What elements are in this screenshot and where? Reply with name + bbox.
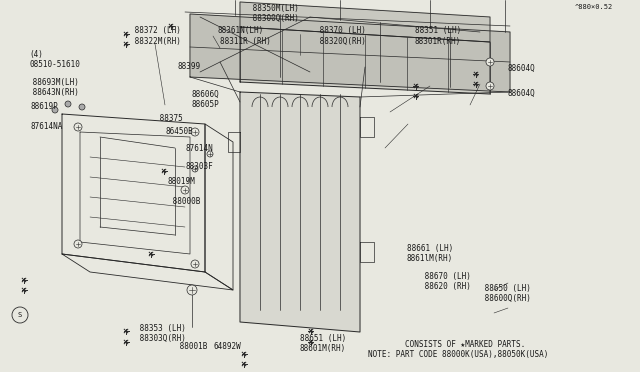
- Circle shape: [181, 186, 189, 194]
- Text: (4): (4): [29, 50, 43, 59]
- Text: 88311R (RH): 88311R (RH): [220, 37, 271, 46]
- Text: 88350M(LH): 88350M(LH): [248, 4, 299, 13]
- Text: 88019M: 88019M: [168, 177, 196, 186]
- Text: 88303Q(RH): 88303Q(RH): [135, 334, 186, 343]
- Polygon shape: [240, 2, 490, 42]
- Polygon shape: [240, 27, 490, 94]
- Circle shape: [52, 107, 58, 113]
- Circle shape: [486, 58, 494, 66]
- Text: 88661 (LH): 88661 (LH): [407, 244, 453, 253]
- Text: 88353 (LH): 88353 (LH): [135, 324, 186, 333]
- Circle shape: [207, 151, 213, 157]
- Text: 88605P: 88605P: [192, 100, 220, 109]
- Circle shape: [191, 128, 199, 136]
- Circle shape: [79, 104, 85, 110]
- Text: S: S: [18, 312, 22, 318]
- Polygon shape: [240, 92, 360, 332]
- Text: 88650 (LH): 88650 (LH): [480, 284, 531, 293]
- Text: 88619P: 88619P: [30, 102, 58, 111]
- Text: 88370 (LH): 88370 (LH): [315, 26, 366, 35]
- Text: 87614N: 87614N: [185, 144, 212, 153]
- Text: 88001B: 88001B: [175, 342, 207, 351]
- Text: 8861lM(RH): 8861lM(RH): [407, 254, 453, 263]
- Text: 08510-51610: 08510-51610: [29, 60, 80, 69]
- Text: 88300Q(RH): 88300Q(RH): [248, 14, 299, 23]
- Polygon shape: [190, 14, 510, 92]
- Text: 88604Q: 88604Q: [508, 64, 536, 73]
- Text: 88670 (LH): 88670 (LH): [420, 272, 471, 281]
- Text: 88375: 88375: [155, 114, 183, 123]
- Text: 88606Q: 88606Q: [192, 90, 220, 99]
- Circle shape: [65, 101, 71, 107]
- Polygon shape: [62, 254, 233, 290]
- Circle shape: [74, 123, 82, 131]
- Text: 64892W: 64892W: [213, 342, 241, 351]
- Text: 88620 (RH): 88620 (RH): [420, 282, 471, 291]
- Text: 88322M(RH): 88322M(RH): [130, 37, 181, 46]
- Text: 88361N(LH): 88361N(LH): [218, 26, 264, 35]
- Text: 88601M(RH): 88601M(RH): [300, 344, 346, 353]
- Polygon shape: [62, 114, 205, 272]
- Text: ^880×0.52: ^880×0.52: [575, 4, 613, 10]
- Text: 88303F: 88303F: [185, 162, 212, 171]
- Text: 88600Q(RH): 88600Q(RH): [480, 294, 531, 303]
- Text: 88643N(RH): 88643N(RH): [28, 88, 79, 97]
- Text: 87614NA: 87614NA: [30, 122, 62, 131]
- Text: 88399: 88399: [178, 62, 201, 71]
- Text: CONSISTS OF ★MARKED PARTS.: CONSISTS OF ★MARKED PARTS.: [368, 340, 525, 349]
- Text: 88320Q(RH): 88320Q(RH): [315, 37, 366, 46]
- Text: NOTE: PART CODE 88000K(USA),88050K(USA): NOTE: PART CODE 88000K(USA),88050K(USA): [368, 350, 548, 359]
- Circle shape: [486, 82, 494, 90]
- Text: 88372 (LH): 88372 (LH): [130, 26, 181, 35]
- Text: 88651 (LH): 88651 (LH): [300, 334, 346, 343]
- Text: 88693M(LH): 88693M(LH): [28, 78, 79, 87]
- Text: 88351 (LH): 88351 (LH): [415, 26, 461, 35]
- Circle shape: [192, 166, 198, 172]
- Polygon shape: [205, 124, 233, 290]
- Text: 88000B: 88000B: [168, 197, 200, 206]
- Text: 88301R(RH): 88301R(RH): [415, 37, 461, 46]
- Circle shape: [74, 240, 82, 248]
- Circle shape: [187, 285, 197, 295]
- Circle shape: [191, 260, 199, 268]
- Text: 88604Q: 88604Q: [508, 89, 536, 98]
- Text: 86450B: 86450B: [165, 127, 193, 136]
